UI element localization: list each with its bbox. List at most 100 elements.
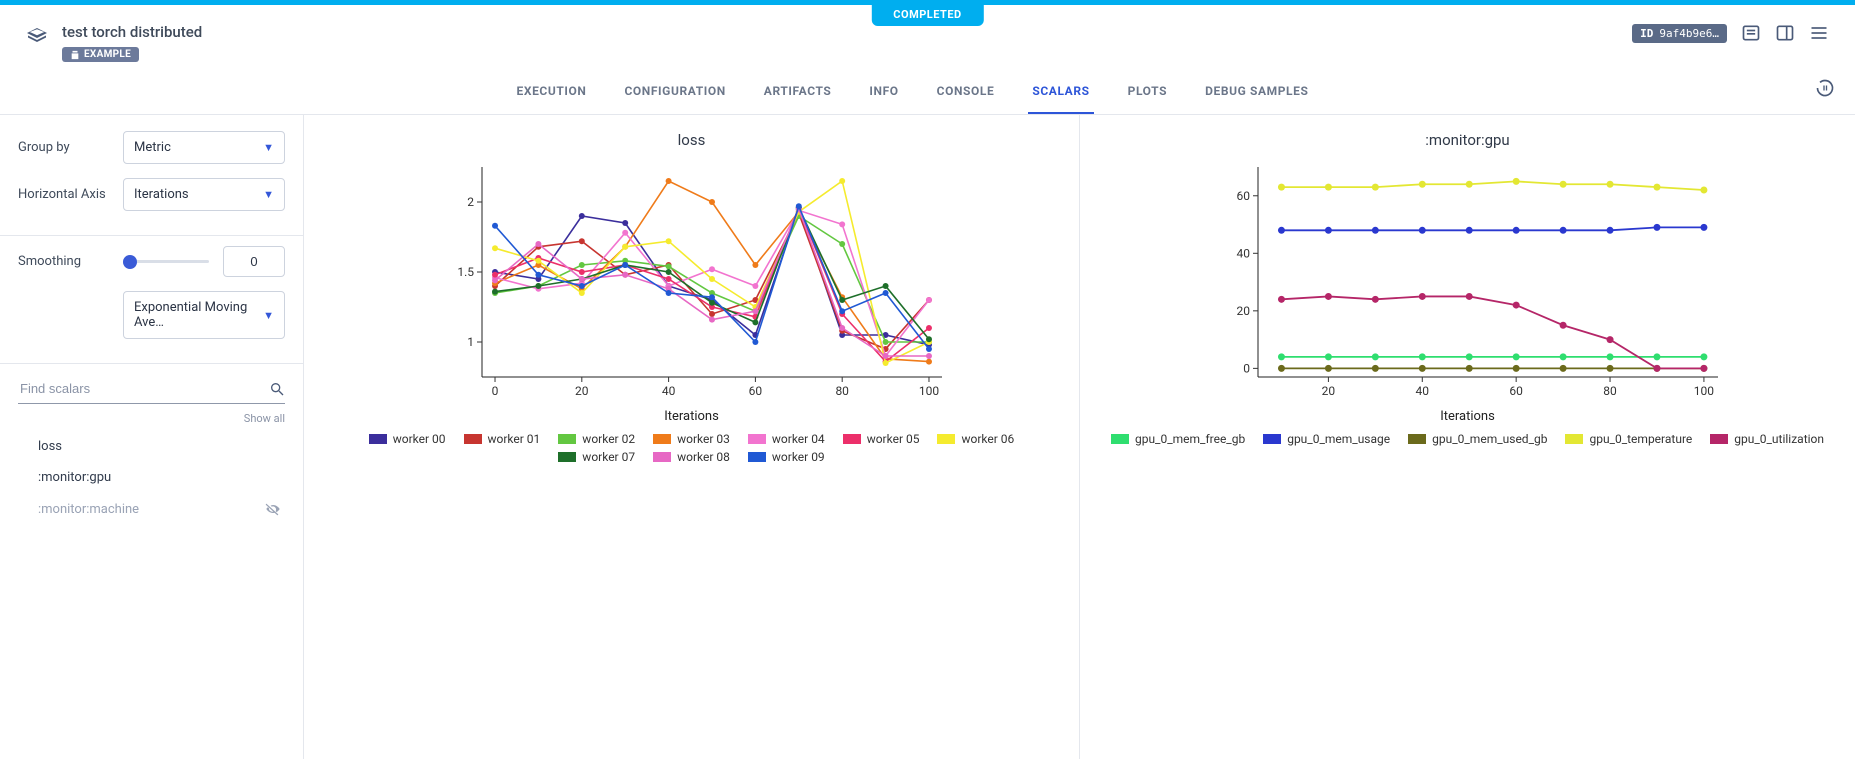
legend-item[interactable]: gpu_0_mem_usage (1263, 432, 1390, 446)
scalar-tree-label: :monitor:machine (38, 502, 139, 517)
legend-swatch (1111, 434, 1129, 444)
charts-area: loss 11.52020406080100 Iterations worker… (304, 115, 1855, 759)
svg-text:60: 60 (748, 384, 762, 398)
legend-label: gpu_0_mem_usage (1287, 432, 1390, 446)
legend-label: gpu_0_utilization (1734, 432, 1824, 446)
scalar-tree: loss :monitor:gpu :monitor:machine (18, 431, 285, 525)
svg-text:0: 0 (491, 384, 498, 398)
legend-label: gpu_0_temperature (1589, 432, 1692, 446)
svg-text:100: 100 (918, 384, 938, 398)
chevron-down-icon: ▼ (263, 309, 274, 322)
legend-item[interactable]: worker 09 (748, 450, 825, 464)
smoothing-type-select[interactable]: Exponential Moving Ave… ▼ (123, 291, 285, 339)
tab-scalars[interactable]: SCALARS (1028, 72, 1093, 114)
id-chip-label: ID (1640, 27, 1653, 40)
legend-item[interactable]: worker 08 (653, 450, 730, 464)
legend-swatch (558, 434, 576, 444)
find-scalars-field[interactable] (18, 374, 285, 404)
show-all-link[interactable]: Show all (18, 412, 285, 425)
legend-label: worker 03 (677, 432, 730, 446)
legend-label: gpu_0_mem_used_gb (1432, 432, 1547, 446)
refresh-icon[interactable] (1815, 78, 1837, 100)
tab-artifacts[interactable]: ARTIFACTS (760, 72, 836, 114)
panel-layout-icon[interactable] (1775, 23, 1795, 43)
legend-swatch (653, 434, 671, 444)
example-badge-label: EXAMPLE (84, 49, 131, 60)
slider-thumb[interactable] (123, 255, 137, 269)
svg-text:0: 0 (1243, 361, 1250, 375)
legend-swatch (464, 434, 482, 444)
chevron-down-icon: ▼ (263, 188, 274, 201)
eye-off-icon[interactable] (265, 501, 281, 517)
legend-swatch (369, 434, 387, 444)
id-chip-value: 9af4b9e6… (1659, 27, 1719, 40)
legend-item[interactable]: gpu_0_mem_free_gb (1111, 432, 1245, 446)
group-by-value: Metric (134, 140, 171, 155)
loss-legend: worker 00 worker 01 worker 02 worker 03 work… (322, 432, 1061, 464)
scalar-tree-label: :monitor:gpu (38, 470, 111, 485)
smoothing-slider[interactable] (123, 252, 209, 272)
legend-item[interactable]: worker 07 (558, 450, 635, 464)
sidebar: Group by Metric ▼ Horizontal Axis Iterat… (0, 115, 304, 759)
legend-label: gpu_0_mem_free_gb (1135, 432, 1245, 446)
legend-swatch (843, 434, 861, 444)
legend-item[interactable]: gpu_0_temperature (1565, 432, 1692, 446)
legend-label: worker 01 (488, 432, 541, 446)
tab-info[interactable]: INFO (865, 72, 902, 114)
svg-text:80: 80 (835, 384, 849, 398)
legend-label: worker 07 (582, 450, 635, 464)
svg-text:60: 60 (1509, 384, 1523, 398)
legend-item[interactable]: worker 02 (558, 432, 635, 446)
legend-label: worker 00 (393, 432, 446, 446)
svg-text:40: 40 (1236, 246, 1250, 260)
experiment-id-chip[interactable]: ID 9af4b9e6… (1632, 24, 1727, 43)
legend-label: worker 04 (772, 432, 825, 446)
svg-text:80: 80 (1603, 384, 1617, 398)
legend-swatch (1408, 434, 1426, 444)
scalar-tree-item[interactable]: loss (18, 431, 285, 462)
gpu-chart: 020406020406080100 (1208, 157, 1728, 407)
horizontal-axis-value: Iterations (134, 187, 189, 202)
legend-item[interactable]: worker 01 (464, 432, 541, 446)
legend-item[interactable]: gpu_0_utilization (1710, 432, 1824, 446)
gpu-chart-panel: :monitor:gpu 020406020406080100 Iteratio… (1079, 115, 1855, 759)
horizontal-axis-select[interactable]: Iterations ▼ (123, 178, 285, 211)
svg-text:20: 20 (575, 384, 589, 398)
main-content: Group by Metric ▼ Horizontal Axis Iterat… (0, 115, 1855, 759)
legend-swatch (1263, 434, 1281, 444)
details-icon[interactable] (1741, 23, 1761, 43)
svg-text:100: 100 (1693, 384, 1713, 398)
tab-configuration[interactable]: CONFIGURATION (620, 72, 729, 114)
find-scalars-input[interactable] (18, 380, 269, 397)
legend-swatch (748, 434, 766, 444)
group-by-select[interactable]: Metric ▼ (123, 131, 285, 164)
tab-debug-samples[interactable]: DEBUG SAMPLES (1201, 72, 1312, 114)
tab-console[interactable]: CONSOLE (933, 72, 999, 114)
svg-text:2: 2 (467, 195, 474, 209)
legend-item[interactable]: worker 05 (843, 432, 920, 446)
tab-execution[interactable]: EXECUTION (513, 72, 591, 114)
gpu-xlabel: Iterations (1098, 409, 1837, 424)
legend-label: worker 06 (961, 432, 1014, 446)
legend-item[interactable]: worker 04 (748, 432, 825, 446)
legend-label: worker 08 (677, 450, 730, 464)
menu-icon[interactable] (1809, 23, 1829, 43)
gpu-chart-title: :monitor:gpu (1098, 131, 1837, 149)
status-banner: COMPLETED (871, 3, 983, 26)
legend-item[interactable]: worker 00 (369, 432, 446, 446)
legend-item[interactable]: worker 06 (937, 432, 1014, 446)
page-title: test torch distributed (62, 23, 202, 41)
legend-swatch (653, 452, 671, 462)
scalar-tree-item[interactable]: :monitor:machine (18, 493, 285, 525)
legend-label: worker 09 (772, 450, 825, 464)
legend-swatch (937, 434, 955, 444)
legend-item[interactable]: worker 03 (653, 432, 730, 446)
svg-text:40: 40 (1415, 384, 1429, 398)
legend-label: worker 05 (867, 432, 920, 446)
tab-plots[interactable]: PLOTS (1124, 72, 1171, 114)
smoothing-input[interactable] (223, 246, 285, 277)
scalar-tree-item[interactable]: :monitor:gpu (18, 462, 285, 493)
legend-swatch (1565, 434, 1583, 444)
legend-item[interactable]: gpu_0_mem_used_gb (1408, 432, 1547, 446)
legend-swatch (558, 452, 576, 462)
